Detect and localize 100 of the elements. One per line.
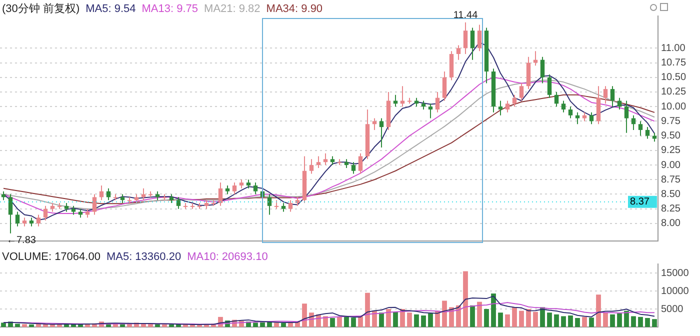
candlestick <box>610 86 615 108</box>
candlestick <box>141 188 146 201</box>
candlestick <box>456 44 461 60</box>
candlestick <box>400 86 405 108</box>
bar <box>155 324 160 327</box>
candlestick <box>638 120 643 136</box>
candlestick <box>519 82 524 102</box>
candlestick <box>379 118 384 148</box>
annotation: ←7.83 <box>6 235 36 246</box>
candlestick <box>477 24 482 52</box>
chart-title: (30分钟 前复权) <box>2 3 80 15</box>
candlestick <box>547 74 552 98</box>
bar <box>302 304 307 327</box>
candlestick <box>176 196 181 210</box>
candlestick <box>323 152 328 166</box>
bar <box>15 324 20 327</box>
bar <box>596 294 601 327</box>
y-tick-label: 10.50 <box>661 72 686 84</box>
y-tick-label: 9.75 <box>661 116 681 127</box>
candlestick <box>428 103 433 119</box>
bar <box>463 271 468 327</box>
bar <box>351 318 356 327</box>
bar <box>512 307 517 327</box>
bar <box>428 313 433 327</box>
text: MA34: 9.90 <box>266 3 323 15</box>
bar <box>561 316 566 327</box>
bar <box>379 312 384 327</box>
ref-line-label: 8.37 <box>630 196 650 208</box>
candlestick <box>442 71 447 102</box>
candlestick <box>505 100 510 113</box>
bar <box>652 319 657 327</box>
y-tick-label: 10.25 <box>661 86 686 98</box>
bar <box>393 312 398 327</box>
annotation: 11.44 <box>453 10 478 22</box>
bar <box>638 316 643 327</box>
bar <box>505 314 510 327</box>
bar <box>624 310 629 327</box>
candlestick <box>92 194 97 216</box>
text: MA10: 20693.10 <box>187 251 268 263</box>
candlestick <box>218 182 223 206</box>
candlestick <box>568 106 573 119</box>
chart-title: VOLUME: 17064.00 <box>2 251 100 263</box>
y-tick-label: 10.75 <box>661 58 686 69</box>
bar <box>407 312 412 327</box>
y-tick-label: 10000 <box>661 286 690 297</box>
bar <box>589 318 594 327</box>
candlestick <box>106 188 111 201</box>
bar <box>365 292 370 327</box>
candlestick <box>470 27 475 60</box>
bar <box>1 322 6 327</box>
candlestick <box>267 194 272 216</box>
bar <box>50 324 55 327</box>
bar <box>575 318 580 327</box>
candlestick <box>449 50 454 81</box>
candlestick <box>463 22 468 54</box>
bar <box>337 316 342 327</box>
bar <box>568 315 573 327</box>
bar <box>281 323 286 327</box>
candlestick <box>617 97 622 110</box>
bar <box>526 309 531 327</box>
text: MA21: 9.82 <box>204 3 260 15</box>
bar <box>71 324 76 327</box>
y-tick-label: 11.00 <box>661 42 686 54</box>
candlestick <box>631 114 636 130</box>
candlestick <box>232 182 237 195</box>
candlestick <box>358 152 363 174</box>
y-tick-label: 8.50 <box>661 188 681 200</box>
bar <box>491 294 496 327</box>
bar <box>610 314 615 327</box>
candlestick <box>36 214 41 227</box>
candlestick <box>309 158 314 174</box>
bar <box>274 322 279 327</box>
candlestick <box>526 56 531 90</box>
bar <box>330 318 335 327</box>
candlestick <box>512 94 517 108</box>
candlestick <box>288 200 293 212</box>
candlestick <box>596 86 601 125</box>
bar <box>169 324 174 327</box>
bar <box>547 312 552 327</box>
y-tick-label: 9.25 <box>661 145 681 156</box>
y-tick-label: 9.00 <box>661 160 681 171</box>
bar <box>470 305 475 327</box>
y-tick-label: 10.00 <box>661 101 686 112</box>
candlestick <box>540 56 545 84</box>
candlestick <box>554 91 559 108</box>
bar <box>260 322 265 327</box>
bar <box>421 315 426 327</box>
candlestick <box>435 91 440 113</box>
candlestick <box>561 100 566 113</box>
candlestick <box>624 100 629 134</box>
candlestick <box>603 86 608 104</box>
bar <box>267 322 272 327</box>
candlestick <box>351 162 356 174</box>
bar <box>484 309 489 327</box>
candlestick <box>99 184 104 201</box>
candlestick <box>8 194 13 234</box>
y-tick-label: 8.00 <box>661 218 681 230</box>
bar <box>554 314 559 327</box>
candlestick <box>316 156 321 168</box>
bar <box>519 310 524 327</box>
